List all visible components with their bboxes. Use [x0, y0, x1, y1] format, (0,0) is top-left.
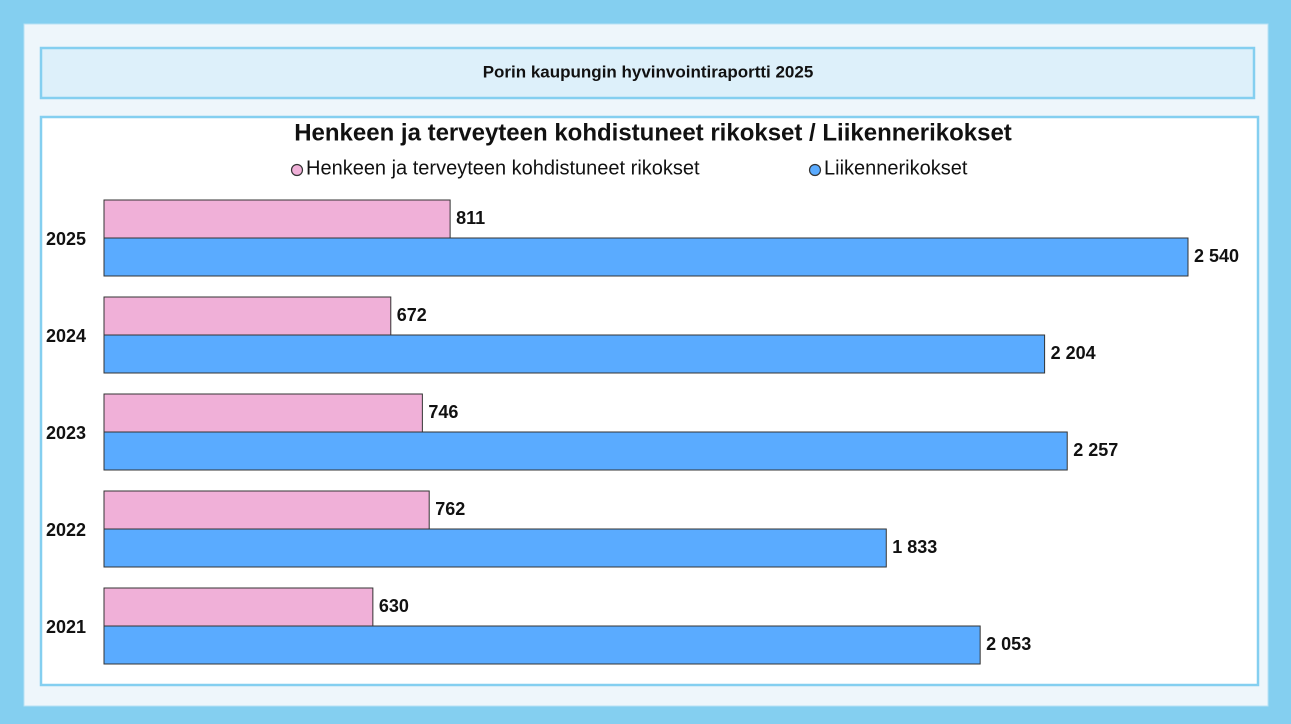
y-tick-label: 2022	[46, 520, 86, 540]
bar	[103, 625, 981, 665]
value-label: 672	[397, 305, 427, 325]
bar	[103, 334, 1046, 374]
legend-swatch	[808, 163, 822, 177]
y-tick-label: 2023	[46, 423, 86, 443]
value-label: 630	[379, 596, 409, 616]
value-label: 2 204	[1051, 343, 1096, 363]
value-label: 2 053	[986, 634, 1031, 654]
legend-label: Henkeen ja terveyteen kohdistuneet rikok…	[306, 157, 700, 179]
bar	[103, 490, 430, 530]
header-box	[39, 46, 1256, 100]
bar	[103, 393, 423, 433]
bar	[103, 237, 1189, 277]
y-tick-label: 2025	[46, 229, 86, 249]
bar	[103, 528, 887, 568]
value-label: 2 257	[1073, 440, 1118, 460]
header-title: Porin kaupungin hyvinvointiraportti 2025	[483, 62, 814, 81]
chart-title: Henkeen ja terveyteen kohdistuneet rikok…	[294, 119, 1012, 146]
value-label: 811	[456, 208, 485, 228]
value-label: 2 540	[1194, 246, 1239, 266]
y-tick-label: 2021	[46, 617, 86, 637]
value-label: 1 833	[892, 537, 937, 557]
value-label: 746	[428, 402, 458, 422]
legend-label: Liikennerikokset	[824, 157, 968, 179]
legend-swatch	[290, 163, 304, 177]
bar	[103, 199, 451, 239]
bar	[103, 587, 374, 627]
value-label: 762	[435, 499, 465, 519]
bar	[103, 431, 1068, 471]
y-tick-label: 2024	[46, 326, 86, 346]
bar	[103, 296, 392, 336]
